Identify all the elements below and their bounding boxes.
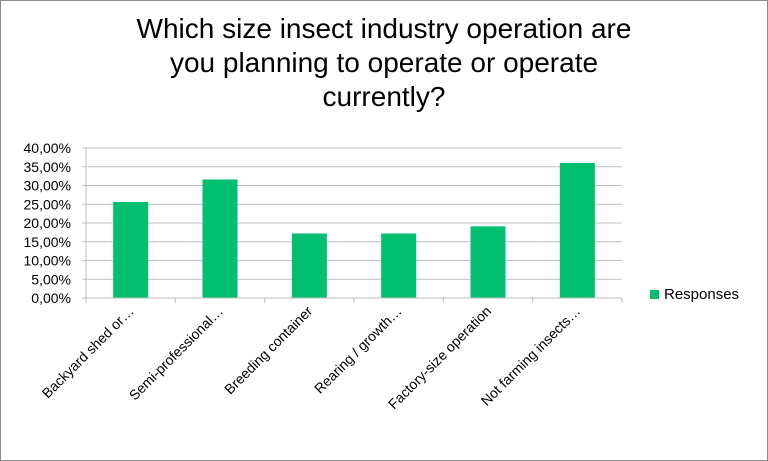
y-tick-label: 20,00% (24, 215, 71, 231)
chart-title-line-1: Which size insect industry operation are (136, 13, 632, 44)
y-tick-label: 40,00% (24, 140, 71, 156)
bar (470, 226, 506, 298)
y-tick-label: 30,00% (24, 178, 71, 194)
bar (113, 202, 149, 298)
x-category-label: Not farming insects… (478, 303, 584, 409)
x-category-label: Semi-professional… (126, 303, 226, 403)
y-tick-label: 10,00% (24, 253, 71, 269)
x-category-label: Rearing / growth… (311, 303, 405, 397)
y-tick-label: 0,00% (31, 290, 71, 306)
bar (291, 233, 327, 298)
legend-label: Responses (664, 286, 740, 303)
bar (559, 163, 595, 298)
bar (381, 233, 417, 298)
chart-title-line-2: you planning to operate or operate (169, 47, 599, 78)
chart-title: Which size insect industry operation are… (0, 12, 768, 114)
y-tick-label: 5,00% (31, 271, 71, 287)
chart-title-line-3: currently? (322, 81, 446, 112)
x-category-label: Factory-size operation (385, 303, 494, 412)
legend-swatch (650, 290, 659, 299)
legend: Responses (650, 286, 739, 303)
x-category-label: Backyard shed or… (39, 303, 137, 401)
x-category-label: Breeding container (221, 303, 316, 398)
y-tick-label: 15,00% (24, 234, 71, 250)
y-tick-label: 25,00% (24, 196, 71, 212)
bar (202, 179, 238, 298)
y-tick-label: 35,00% (24, 159, 71, 175)
